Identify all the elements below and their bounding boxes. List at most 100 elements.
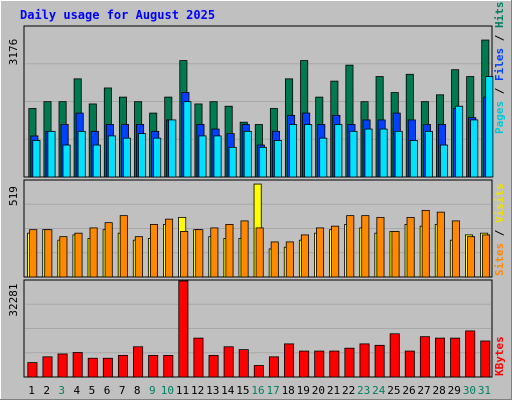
bar-pages-18 bbox=[289, 124, 298, 178]
bar-sites-23 bbox=[361, 215, 370, 278]
bar-kbytes-16 bbox=[253, 365, 264, 378]
bar-kbytes-26 bbox=[404, 350, 415, 378]
x-tick-label: 20 bbox=[312, 384, 325, 397]
x-tick-label: 1 bbox=[28, 384, 35, 397]
bar-sites-15 bbox=[240, 220, 249, 278]
x-tick-label: 10 bbox=[161, 384, 174, 397]
legend-entry: KBytes bbox=[493, 336, 506, 376]
y-max-label-top: 3176 bbox=[7, 39, 20, 66]
bar-kbytes-19 bbox=[299, 350, 310, 378]
bar-sites-27 bbox=[421, 209, 430, 278]
x-tick-label: 24 bbox=[372, 384, 386, 397]
bar-kbytes-21 bbox=[329, 350, 340, 378]
bar-kbytes-20 bbox=[314, 350, 325, 378]
bar-pages-3 bbox=[62, 144, 71, 178]
bar-pages-29 bbox=[455, 105, 464, 178]
y-max-label-bottom: 32281 bbox=[7, 283, 20, 316]
bar-sites-26 bbox=[406, 216, 415, 278]
bar-sites-1 bbox=[29, 229, 38, 278]
bar-kbytes-12 bbox=[193, 337, 204, 378]
bar-kbytes-18 bbox=[284, 343, 295, 378]
bar-sites-10 bbox=[165, 218, 174, 278]
x-tick-label: 12 bbox=[191, 384, 204, 397]
bar-pages-24 bbox=[379, 128, 388, 178]
bar-kbytes-4 bbox=[72, 352, 83, 378]
legend-entry: Pages bbox=[493, 101, 506, 134]
bar-sites-16 bbox=[255, 227, 264, 278]
x-tick-label: 15 bbox=[236, 384, 249, 397]
bar-sites-5 bbox=[89, 227, 98, 278]
bar-pages-15 bbox=[243, 130, 252, 178]
legend-entry: Files bbox=[493, 48, 506, 81]
bar-kbytes-3 bbox=[57, 353, 68, 378]
bar-pages-30 bbox=[470, 119, 479, 178]
bar-pages-9 bbox=[153, 137, 162, 178]
x-tick-label: 25 bbox=[387, 384, 400, 397]
bar-kbytes-24 bbox=[374, 344, 385, 378]
bar-kbytes-30 bbox=[465, 330, 476, 378]
legend-entry: / bbox=[493, 28, 506, 48]
bar-pages-12 bbox=[198, 135, 207, 178]
bar-sites-25 bbox=[391, 231, 400, 278]
bar-sites-21 bbox=[331, 225, 340, 278]
bar-sites-2 bbox=[44, 229, 53, 278]
bar-kbytes-10 bbox=[163, 354, 174, 378]
bars bbox=[27, 39, 494, 378]
bar-sites-7 bbox=[119, 215, 128, 278]
x-tick-label: 8 bbox=[134, 384, 141, 397]
x-tick-label: 27 bbox=[417, 384, 430, 397]
x-tick-label: 26 bbox=[402, 384, 415, 397]
bar-kbytes-5 bbox=[87, 357, 98, 378]
legend-entry: Sites bbox=[493, 243, 506, 276]
x-tick-label: 16 bbox=[251, 384, 264, 397]
bar-pages-5 bbox=[92, 144, 101, 178]
bar-pages-8 bbox=[138, 133, 147, 178]
bar-sites-9 bbox=[149, 223, 158, 278]
bar-kbytes-15 bbox=[238, 349, 249, 378]
x-tick-label: 7 bbox=[119, 384, 126, 397]
bar-sites-4 bbox=[74, 232, 83, 278]
bar-sites-13 bbox=[210, 227, 219, 278]
x-tick-label: 28 bbox=[433, 384, 446, 397]
bar-sites-11 bbox=[180, 231, 189, 278]
bar-pages-16 bbox=[258, 146, 267, 178]
legend-entry: / bbox=[493, 81, 506, 101]
bar-pages-7 bbox=[122, 137, 131, 178]
bar-kbytes-22 bbox=[344, 347, 355, 378]
x-tick-label: 19 bbox=[297, 384, 310, 397]
bar-pages-20 bbox=[319, 137, 328, 178]
x-tick-label: 17 bbox=[266, 384, 279, 397]
bar-pages-26 bbox=[409, 140, 418, 178]
x-tick-label: 31 bbox=[478, 384, 491, 397]
bar-kbytes-29 bbox=[450, 337, 461, 378]
bar-sites-30 bbox=[467, 236, 476, 278]
legend-entry: Visits bbox=[493, 183, 506, 223]
bar-pages-22 bbox=[349, 130, 358, 178]
bar-pages-17 bbox=[273, 140, 282, 178]
x-tick-label: 2 bbox=[43, 384, 50, 397]
x-axis-labels: 1 2 3 4 5 6 7 8 9 10 11 12 13 14 15 16 17 18 19 20 21 22 23 24 2… bbox=[28, 384, 491, 397]
bar-pages-31 bbox=[485, 76, 494, 178]
x-tick-label: 13 bbox=[206, 384, 219, 397]
bar-sites-19 bbox=[300, 234, 309, 278]
bar-kbytes-8 bbox=[133, 346, 144, 378]
bar-pages-14 bbox=[228, 146, 237, 178]
x-tick-label: 14 bbox=[221, 384, 235, 397]
bar-kbytes-14 bbox=[223, 346, 234, 378]
bar-sites-17 bbox=[270, 241, 279, 278]
bar-pages-23 bbox=[364, 128, 373, 178]
bar-kbytes-1 bbox=[27, 362, 38, 378]
x-tick-label: 23 bbox=[357, 384, 370, 397]
bar-pages-11 bbox=[183, 101, 192, 178]
bar-kbytes-11 bbox=[178, 280, 189, 378]
legend-sites-visits: Sites / Visits bbox=[493, 183, 506, 276]
bar-pages-28 bbox=[440, 144, 449, 178]
bar-sites-24 bbox=[376, 216, 385, 278]
bar-sites-29 bbox=[451, 220, 460, 278]
bar-kbytes-2 bbox=[42, 356, 53, 378]
bar-sites-31 bbox=[482, 234, 491, 278]
bar-sites-22 bbox=[346, 215, 355, 278]
bar-sites-14 bbox=[225, 223, 234, 278]
bar-pages-13 bbox=[213, 135, 222, 178]
bar-sites-18 bbox=[285, 241, 294, 278]
